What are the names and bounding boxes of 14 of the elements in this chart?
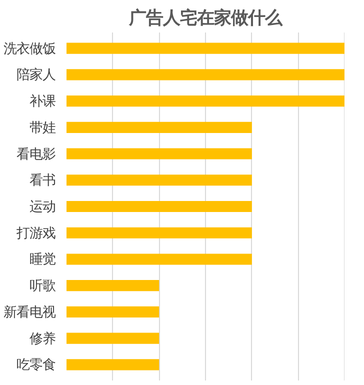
y-tick-label: 吃零食 [16, 357, 56, 372]
y-tick-label: 修养 [30, 330, 56, 346]
y-tick-label: 睡觉 [30, 252, 56, 267]
y-tick-label: 运动 [30, 199, 56, 214]
y-tick-label: 看书 [30, 172, 56, 188]
y-tick-label: 补课 [30, 94, 56, 109]
y-tick-label: 看电影 [16, 146, 56, 162]
y-tick-label: 陪家人 [16, 67, 56, 82]
y-tick-label: 听歌 [30, 278, 56, 294]
y-tick-label: 洗衣做饭 [4, 40, 56, 56]
y-tick-label: 打游戏 [16, 225, 56, 240]
y-tick-label: 新看电视 [4, 304, 56, 320]
chart-title: 广告人宅在家做什么 [128, 8, 283, 28]
y-tick-label: 带娃 [30, 120, 56, 135]
